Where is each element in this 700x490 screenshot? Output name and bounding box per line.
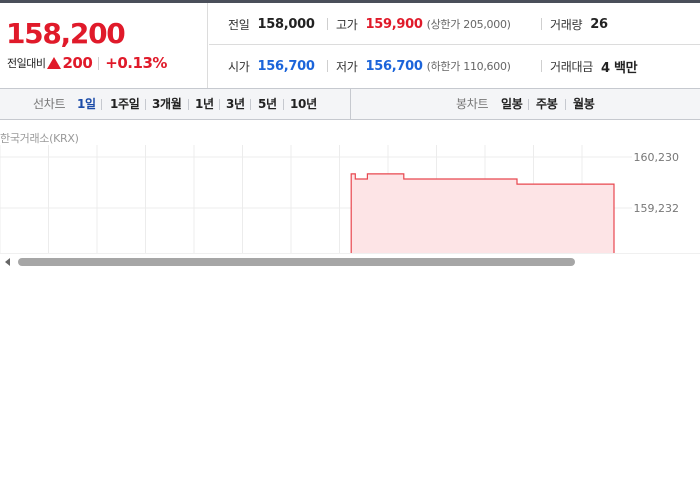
tab-divider bbox=[145, 99, 146, 110]
volume-label: 거래량 bbox=[550, 17, 583, 32]
open-price: 시가 156,700 bbox=[228, 45, 315, 87]
change-label: 전일대비 bbox=[7, 57, 46, 70]
prev-close-label: 전일 bbox=[228, 17, 250, 32]
stats-divider bbox=[541, 60, 542, 72]
trade-amount-label: 거래대금 bbox=[550, 59, 593, 74]
scroll-thumb[interactable] bbox=[18, 258, 575, 266]
current-price: 158,200 bbox=[6, 17, 126, 50]
triangle-up-icon bbox=[47, 57, 62, 69]
tab-line-1y[interactable]: 1년 bbox=[195, 97, 214, 111]
upper-limit: (상한가 205,000) bbox=[426, 18, 511, 31]
chart-period-tabs: 선차트 1일 1주일 3개월 1년 3년 5년 10년 봉차트 일봉 주봉 월봉 bbox=[0, 88, 700, 120]
change-amount: 200 bbox=[62, 54, 93, 72]
prev-close-value: 158,000 bbox=[257, 16, 315, 32]
tab-divider bbox=[101, 99, 102, 110]
tab-divider bbox=[219, 99, 220, 110]
scroll-left-icon[interactable] bbox=[5, 258, 10, 266]
change-divider bbox=[98, 56, 100, 70]
stats-divider bbox=[541, 18, 542, 30]
price-chart-svg: 160,230 159,232 158,234 bbox=[0, 145, 680, 253]
y-tick-label: 160,230 bbox=[634, 151, 680, 164]
tab-divider bbox=[283, 99, 284, 110]
volume: 거래량 26 bbox=[550, 3, 608, 45]
low-value: 156,700 bbox=[365, 58, 423, 74]
quote-stats: 전일 158,000 고가 159,900 (상한가 205,000) 거래량 … bbox=[209, 3, 700, 88]
high-price: 고가 159,900 (상한가 205,000) bbox=[336, 3, 511, 45]
trade-amount: 거래대금 4 백만 bbox=[550, 45, 638, 87]
tab-line-5y[interactable]: 5년 bbox=[258, 97, 277, 111]
open-value: 156,700 bbox=[257, 58, 315, 74]
stats-divider bbox=[327, 60, 328, 72]
line-chart-title: 선차트 bbox=[33, 97, 66, 111]
tab-line-1d[interactable]: 1일 bbox=[77, 97, 96, 111]
low-price: 저가 156,700 (하한가 110,600) bbox=[336, 45, 511, 87]
tab-line-3y[interactable]: 3년 bbox=[226, 97, 245, 111]
high-label: 고가 bbox=[336, 17, 358, 32]
y-tick-label: 159,232 bbox=[634, 202, 680, 215]
tab-divider bbox=[250, 99, 251, 110]
prev-close: 전일 158,000 bbox=[228, 3, 315, 45]
tab-candle-weekly[interactable]: 주봉 bbox=[536, 97, 558, 111]
stats-row: 전일 158,000 고가 159,900 (상한가 205,000) 거래량 … bbox=[209, 3, 700, 45]
low-label: 저가 bbox=[336, 59, 358, 74]
price-line bbox=[350, 173, 615, 253]
lower-limit: (하한가 110,600) bbox=[426, 60, 511, 73]
candle-chart-title: 봉차트 bbox=[456, 97, 489, 111]
chart-scrollbar[interactable] bbox=[0, 253, 700, 268]
price-chart: 160,230 159,232 158,234 bbox=[0, 145, 700, 253]
tab-line-3m[interactable]: 3개월 bbox=[152, 97, 182, 111]
tab-line-10y[interactable]: 10년 bbox=[290, 97, 317, 111]
price-area bbox=[351, 173, 614, 253]
high-value: 159,900 bbox=[365, 16, 423, 32]
trade-amount-value: 4 백만 bbox=[600, 60, 638, 76]
change-row: 전일대비 200 +0.13% bbox=[7, 53, 167, 73]
tab-candle-daily[interactable]: 일봉 bbox=[501, 97, 523, 111]
exchange-label: 한국거래소(KRX) bbox=[0, 132, 79, 145]
stats-row: 시가 156,700 저가 156,700 (하한가 110,600) 거래대금… bbox=[209, 45, 700, 87]
tab-candle-monthly[interactable]: 월봉 bbox=[573, 97, 595, 111]
tab-divider bbox=[565, 99, 566, 110]
tabs-section-divider bbox=[350, 89, 351, 119]
stats-divider bbox=[327, 18, 328, 30]
y-tick-label: 158,234 bbox=[634, 251, 680, 253]
tab-divider bbox=[188, 99, 189, 110]
volume-value: 26 bbox=[590, 16, 608, 32]
top-border bbox=[0, 0, 700, 3]
tab-line-1w[interactable]: 1주일 bbox=[110, 97, 140, 111]
tab-divider bbox=[528, 99, 529, 110]
price-summary: 158,200 전일대비 200 +0.13% bbox=[0, 3, 208, 88]
open-label: 시가 bbox=[228, 59, 250, 74]
change-rate: +0.13% bbox=[105, 54, 167, 72]
